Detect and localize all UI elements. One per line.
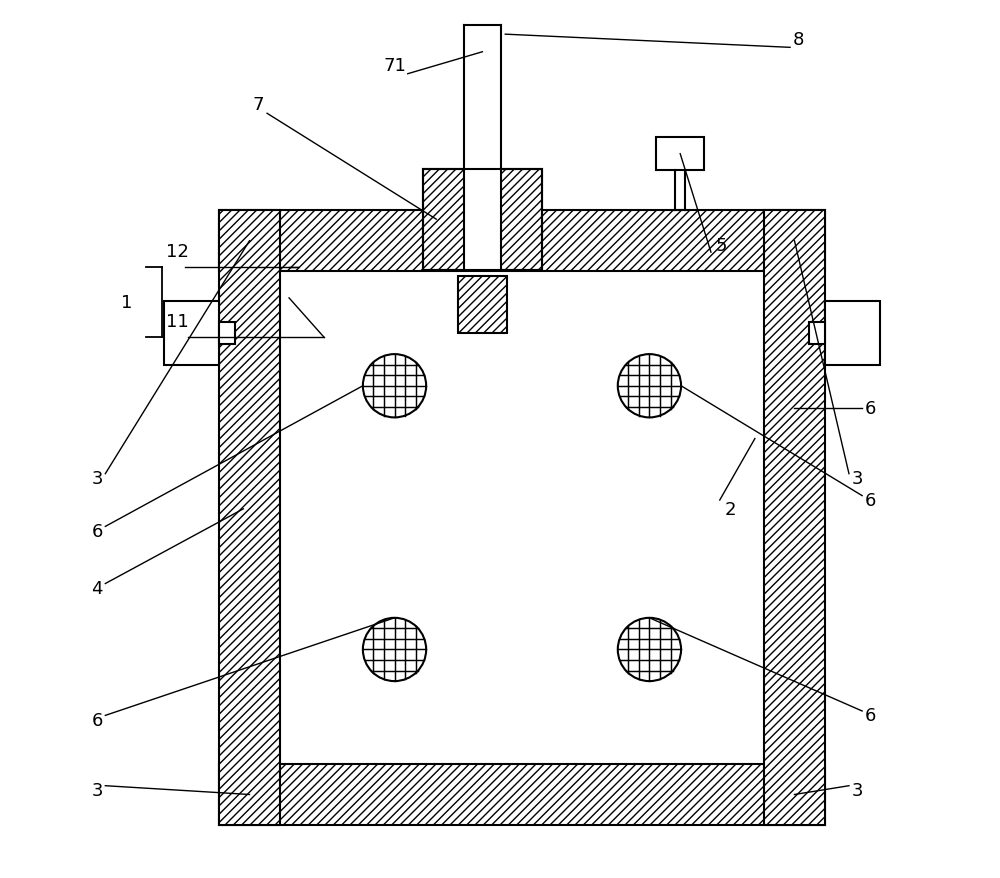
- Bar: [423, 169, 542, 270]
- Bar: [825, 302, 880, 365]
- Bar: [219, 211, 825, 272]
- Bar: [458, 277, 507, 334]
- Bar: [219, 764, 825, 825]
- Bar: [164, 302, 219, 365]
- Bar: [219, 211, 280, 825]
- Text: 6: 6: [91, 711, 103, 729]
- Text: 6: 6: [865, 492, 876, 509]
- Text: 3: 3: [91, 781, 103, 799]
- Text: 1: 1: [121, 294, 132, 312]
- Text: 4: 4: [91, 579, 103, 597]
- Text: 3: 3: [852, 470, 863, 487]
- Text: 6: 6: [865, 707, 876, 724]
- Text: 7: 7: [253, 97, 264, 114]
- Bar: [656, 138, 704, 171]
- Text: 2: 2: [724, 500, 736, 518]
- Text: 8: 8: [793, 31, 805, 48]
- Text: 71: 71: [383, 57, 406, 75]
- Text: 6: 6: [91, 522, 103, 540]
- Bar: [423, 169, 542, 270]
- Text: 5: 5: [715, 237, 727, 255]
- Bar: [809, 322, 825, 345]
- Bar: [764, 211, 825, 825]
- Bar: [280, 272, 764, 764]
- Text: 3: 3: [91, 470, 103, 487]
- Text: 3: 3: [852, 781, 863, 799]
- Text: 6: 6: [865, 399, 876, 417]
- Text: 12: 12: [166, 243, 189, 261]
- Text: 11: 11: [166, 313, 189, 331]
- Bar: [219, 322, 235, 345]
- Bar: [464, 26, 501, 270]
